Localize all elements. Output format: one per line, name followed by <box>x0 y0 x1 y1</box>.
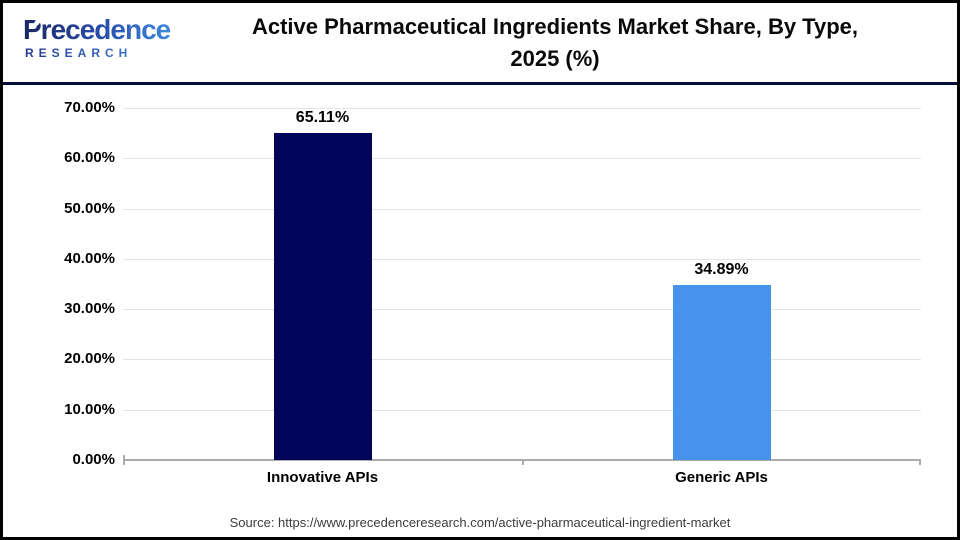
gridline <box>123 409 921 411</box>
gridline <box>123 309 921 311</box>
y-tick-label: 70.00% <box>64 99 115 116</box>
y-tick-label: 20.00% <box>64 350 115 368</box>
category-label-generic-apis: Generic APIs <box>675 469 768 486</box>
chart-title: Active Pharmaceutical Ingredients Market… <box>178 11 932 75</box>
bar-generic-apis <box>672 284 771 460</box>
bar-innovative-apis <box>273 132 372 460</box>
plot-area <box>123 108 921 465</box>
axis-tick <box>522 460 524 465</box>
precedence-logo: Precedence RESEARCH <box>23 15 173 61</box>
axis-corner <box>123 455 125 460</box>
chart-title-line1: Active Pharmaceutical Ingredients Market… <box>251 14 859 39</box>
axis-tick <box>919 460 921 465</box>
gridline <box>123 108 921 109</box>
axis-tick <box>123 460 125 465</box>
gridline <box>123 258 921 260</box>
source-note: Source: https://www.precedenceresearch.c… <box>229 515 731 530</box>
header-divider <box>3 82 957 85</box>
value-label-innovative-apis: 65.11% <box>295 108 350 126</box>
chart-title-line2: 2025 (%) <box>510 46 600 71</box>
gridline <box>123 158 921 160</box>
y-tick-label: 10.00% <box>64 400 115 418</box>
y-tick-label: 60.00% <box>64 149 115 167</box>
logo-subtext: RESEARCH <box>23 46 173 60</box>
y-tick-label: 40.00% <box>64 249 115 267</box>
gridline <box>123 359 921 361</box>
category-label-innovative-apis: Innovative APIs <box>266 469 379 486</box>
value-label-generic-apis: 34.89% <box>694 260 749 278</box>
y-tick-label: 50.00% <box>64 199 115 217</box>
gridline <box>123 208 921 210</box>
y-tick-label: 0.00% <box>72 451 115 468</box>
logo-wordmark: Precedence <box>23 15 173 45</box>
y-tick-label: 30.00% <box>64 300 115 318</box>
figure-header: Precedence RESEARCH Active Pharmaceutica… <box>3 3 957 85</box>
